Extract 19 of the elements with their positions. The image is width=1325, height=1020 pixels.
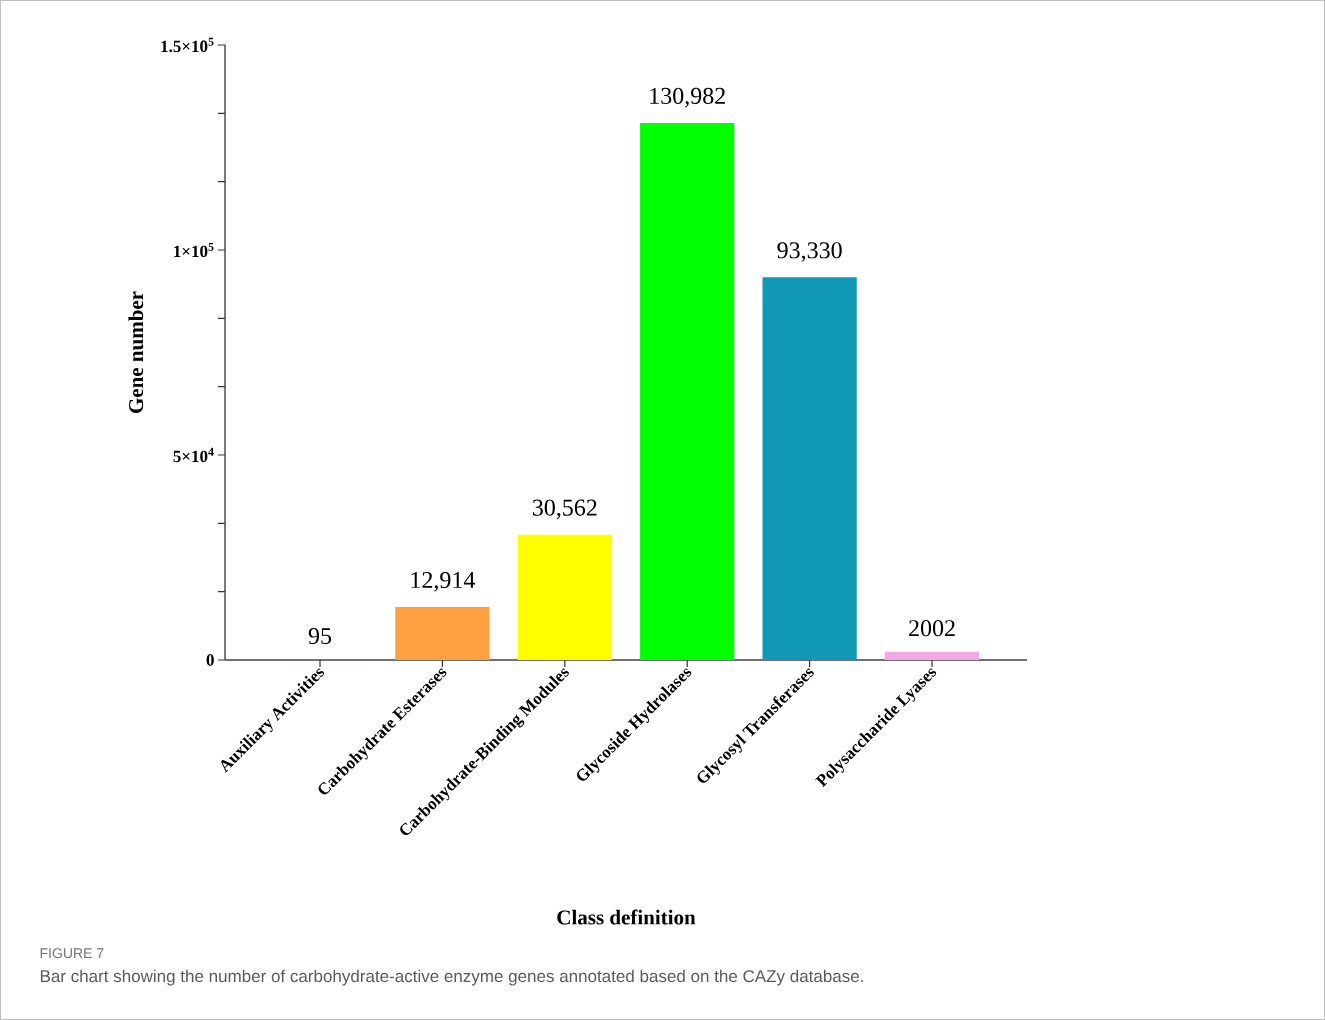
data-label: 93,330 [777,242,842,262]
data-label: 95 [308,627,332,645]
bar [395,607,490,660]
bar [640,122,735,660]
caption: FIGURE 7 [40,948,104,959]
data-label: 30,562 [532,499,597,520]
data-label: 12,914 [411,571,476,592]
y-tick-label: 0 [206,654,214,666]
y-tick-label: 5×10$^{4}$ [173,447,214,463]
y-tick-label: 1.5×10$^{5}$ [161,37,214,53]
data-label: 130,982 [650,87,725,108]
y-tick-label: 1×10$^{5}$ [174,242,214,258]
text: Bar chart showing the number of carbohydrate-active enzyme genes annotated based on the CAZy database. [40,969,863,986]
bar [517,534,612,660]
x-axis-title: Class definition [557,909,696,925]
data-label: 2002 [909,620,955,637]
y-axis-title: Gene number [128,291,144,414]
bar [762,277,857,660]
bar [884,651,980,660]
